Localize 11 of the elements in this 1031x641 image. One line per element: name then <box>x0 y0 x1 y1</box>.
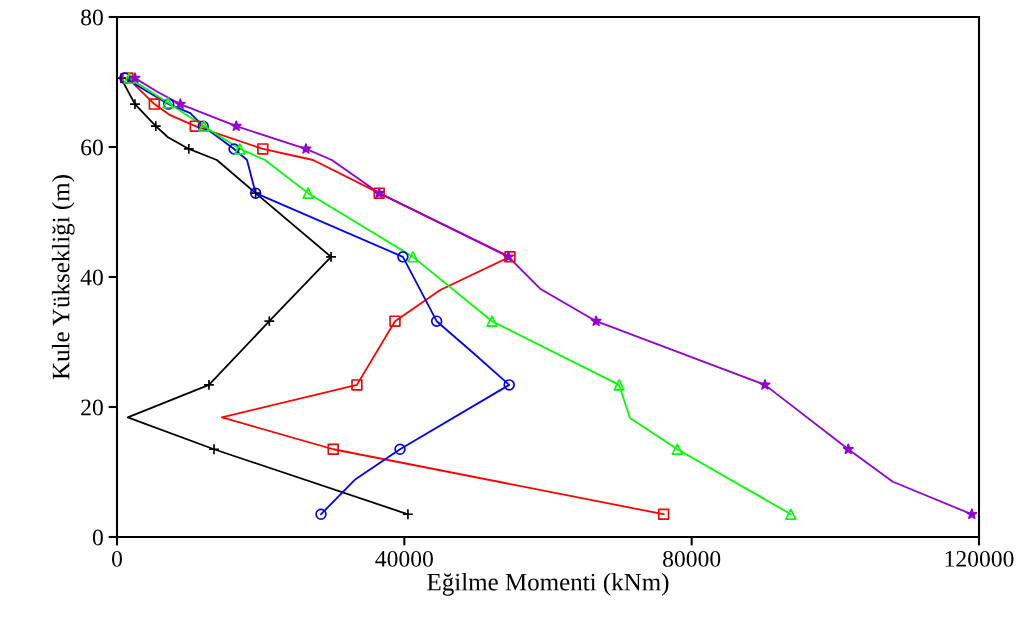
y-tick-label: 80 <box>81 9 103 26</box>
x-tick-label: 80000 <box>663 550 721 567</box>
x-axis-title: Eğilme Momenti (kNm) <box>427 573 669 596</box>
x-tick-label: 120000 <box>945 550 1014 567</box>
x-tick-label: 40000 <box>375 550 433 567</box>
x-tick-label: 0 <box>112 550 122 567</box>
y-tick-label: 40 <box>80 269 103 286</box>
y-tick-label: 0 <box>92 529 103 546</box>
y-tick-label: 20 <box>81 399 103 416</box>
y-axis-title: Kule Yüksekliği (m) <box>51 175 75 380</box>
y-tick-label: 60 <box>81 139 103 156</box>
